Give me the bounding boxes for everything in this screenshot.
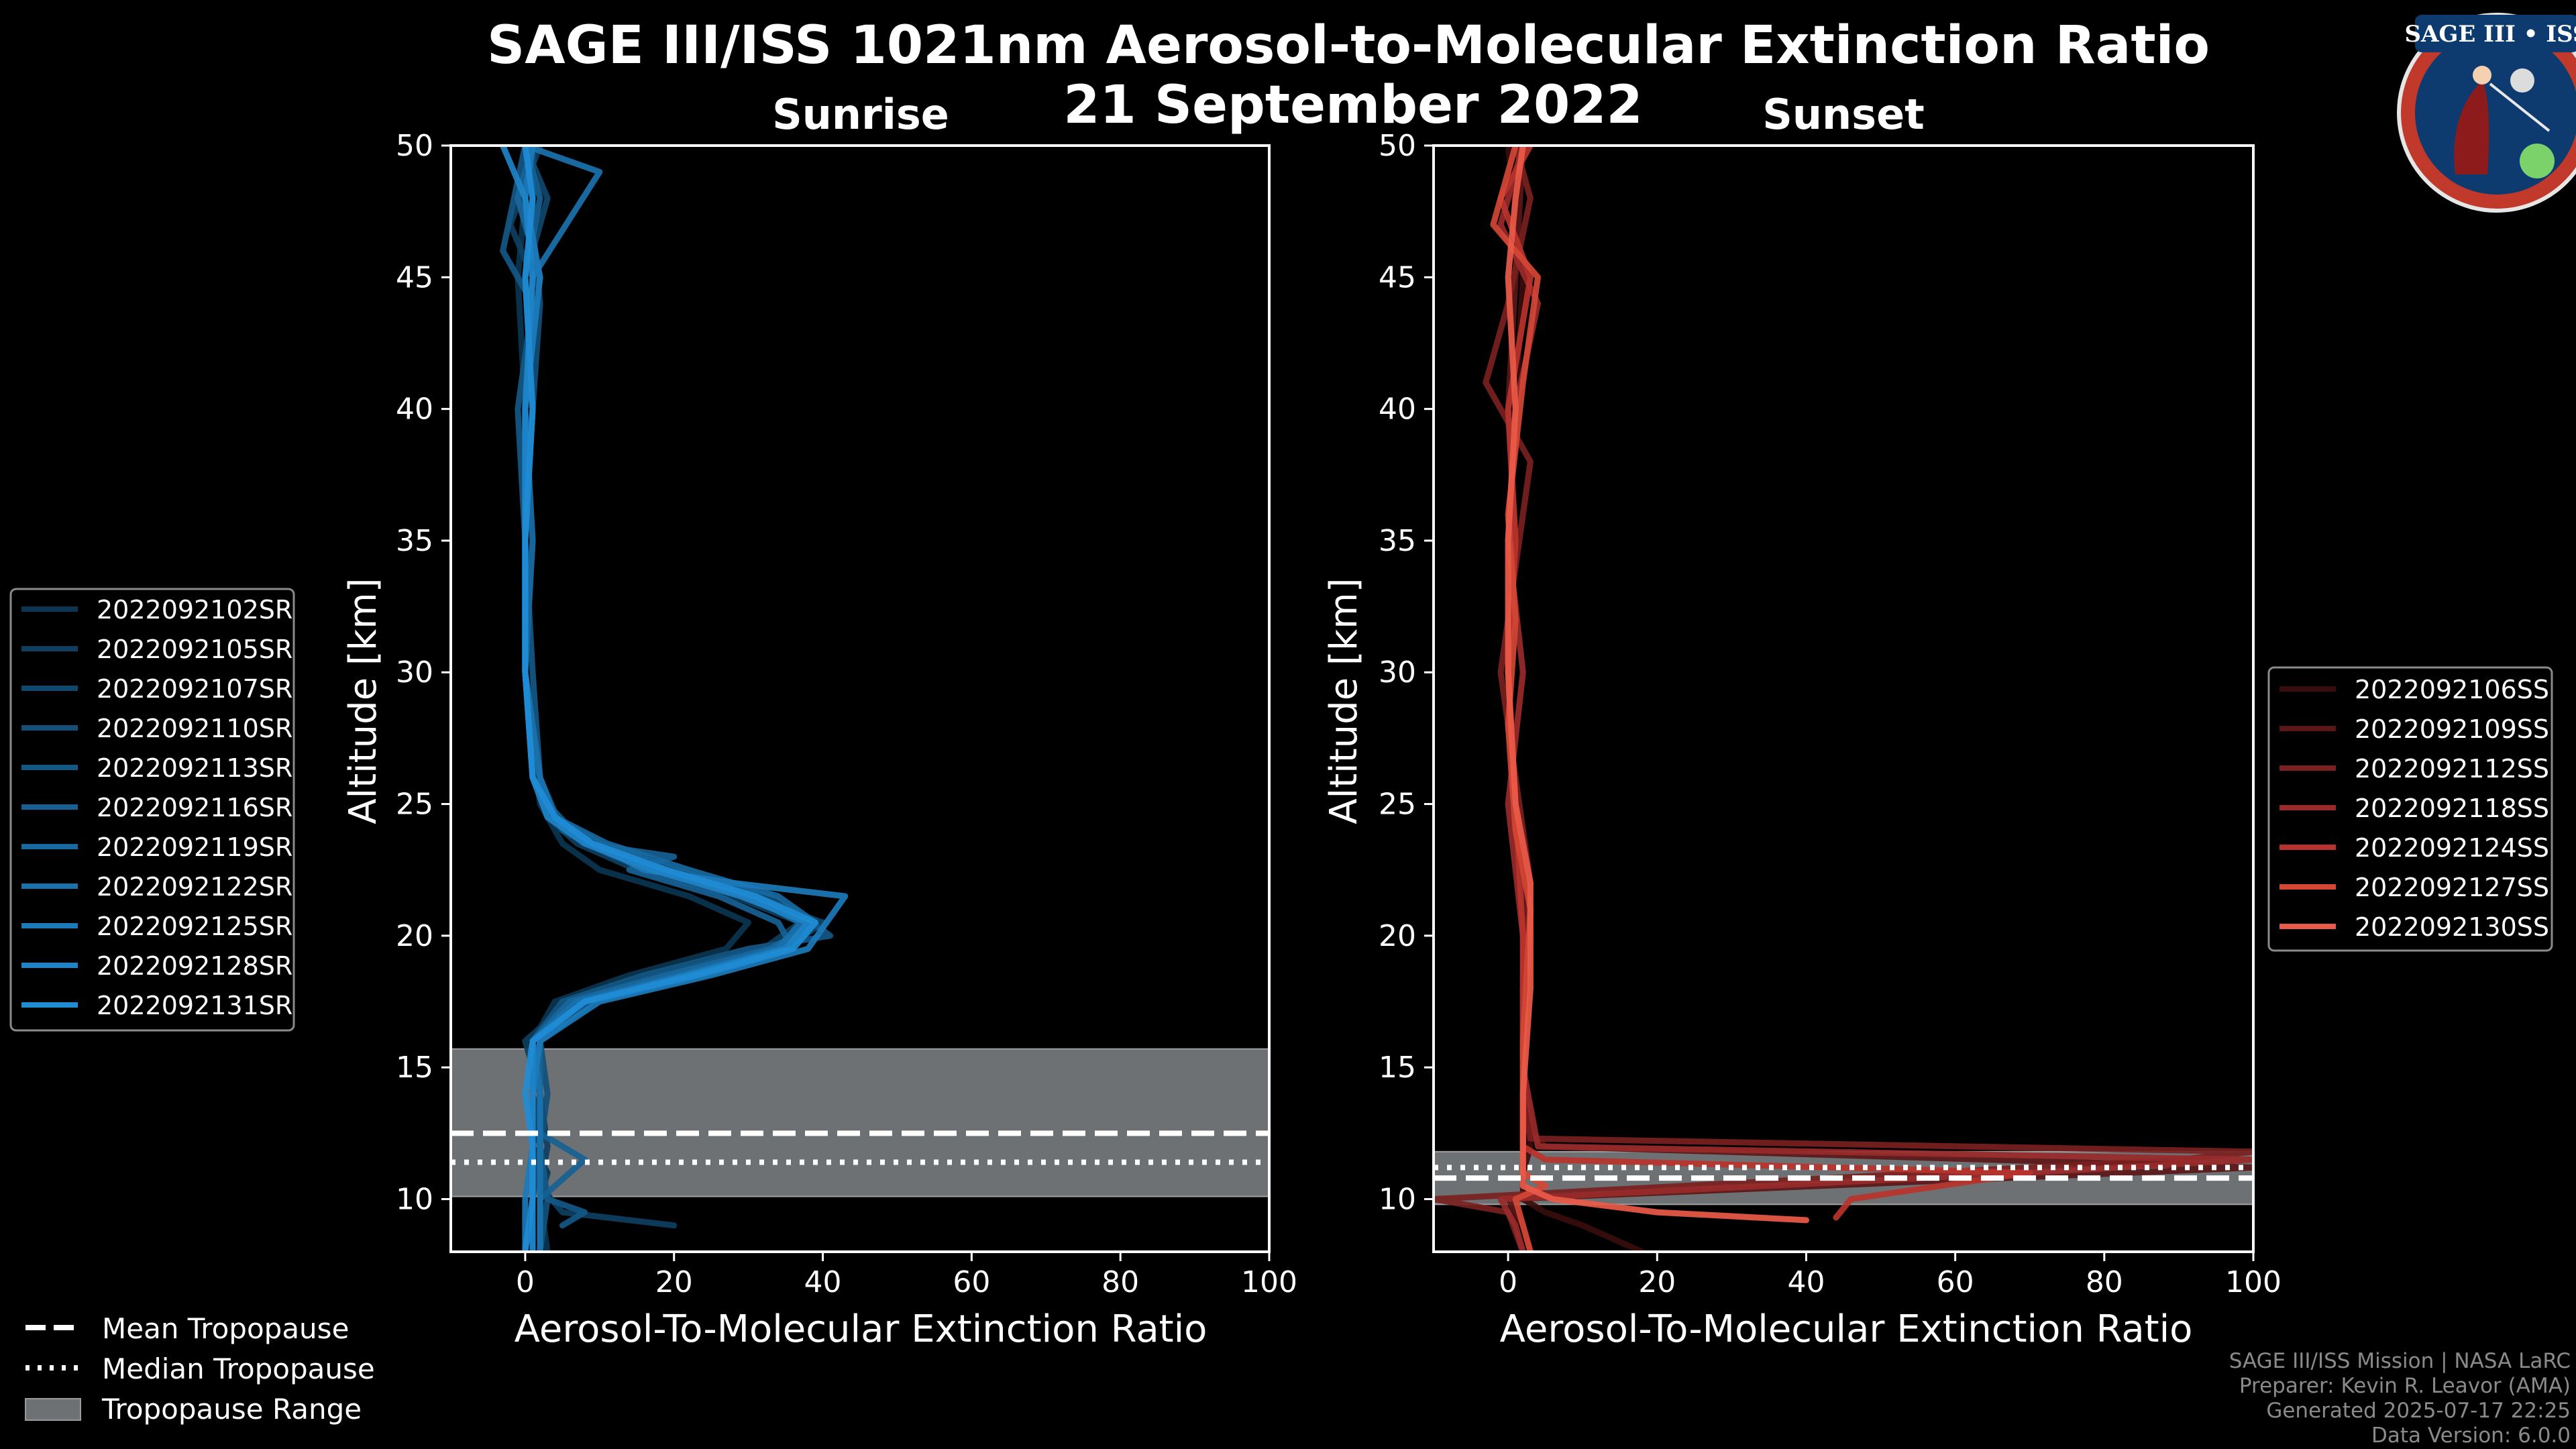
sunset-series-2022092127SS [1490,146,1549,1252]
footer-line-4: Data Version: 6.0.0 [2371,1424,2571,1448]
logo-text: SAGE III • ISS [2404,21,2576,48]
sunset-legend-label: 2022092106SS [2355,675,2549,704]
sunrise-y-tick-label: 10 [396,1182,433,1216]
legend-range-swatch [25,1398,81,1421]
sunrise-x-tick-label: 100 [1241,1265,1297,1299]
footer-line-1: SAGE III/ISS Mission | NASA LaRC [2229,1349,2571,1373]
sunrise-x-tick-label: 80 [1102,1265,1139,1299]
sunrise-tropopause-range-band [450,1048,1270,1197]
sunrise-panel-title: Sunrise [772,90,949,139]
sunset-x-tick-label: 60 [1937,1265,1974,1299]
sunset-series-2022092124SS [1497,146,2033,1221]
sunset-legend-label: 2022092124SS [2355,833,2549,863]
figure-title: SAGE III/ISS 1021nm Aerosol-to-Molecular… [487,15,2210,76]
footer-line-2: Preparer: Kevin R. Leavor (AMA) [2239,1374,2571,1398]
sunrise-y-tick-label: 30 [396,655,433,690]
sunrise-panel: Sunrise 0 20 40 60 80 100 10 15 20 25 30 35 40 45 50 A… [341,90,1297,1351]
logo-figure-robe [2454,80,2489,174]
sunrise-y-tick-label: 15 [396,1051,433,1085]
sunrise-legend-label: 2022092116SR [97,793,292,822]
sunset-legend-label: 2022092112SS [2355,754,2549,784]
sunrise-y-tick-label: 25 [396,788,433,822]
sunset-legend-label: 2022092118SS [2355,794,2549,823]
sunset-y-tick-label: 10 [1379,1182,1416,1216]
sunrise-legend-label: 2022092131SR [97,991,292,1020]
sunset-y-tick-label: 35 [1379,524,1416,558]
sunrise-legend-label: 2022092105SR [97,635,292,664]
legend-median-label: Median Tropopause [102,1352,375,1385]
sunrise-legend: 2022092102SR 2022092105SR 2022092107SR 2022… [9,588,295,1032]
sunset-y-axis-label: Altitude [km] [1322,578,1366,824]
sunset-legend-label: 2022092130SS [2355,912,2549,942]
sunrise-y-tick-label: 40 [396,392,433,427]
sunrise-series-2022092131SR [522,146,818,1252]
sunset-legend: 2022092106SS 2022092109SS 2022092112SS 2022… [2267,666,2553,952]
sunset-x-tick-label: 20 [1638,1265,1676,1299]
sunset-y-tick-label: 30 [1379,655,1416,690]
legend-mean-label: Mean Tropopause [102,1312,349,1345]
sunset-x-tick-label: 40 [1787,1265,1825,1299]
sunset-series-2022092130SS [1505,146,1809,1224]
sunrise-x-tick-label: 60 [953,1265,990,1299]
footer-credits: SAGE III/ISS Mission | NASA LaRC Prepare… [2229,1349,2571,1448]
sunset-plot-frame [1432,144,2255,1253]
footer-line-3: Generated 2025-07-17 22:25 [2266,1399,2571,1423]
sunrise-x-axis-label: Aerosol-To-Molecular Extinction Ratio [515,1307,1208,1351]
logo-beam [2489,83,2551,132]
sunset-y-tick-label: 15 [1379,1051,1416,1085]
sunset-y-tick-label: 25 [1379,788,1416,822]
sage-iii-iss-mission-logo: SAGE III • ISS [2397,13,2576,213]
sunrise-x-tick-label: 0 [516,1265,535,1299]
sunrise-legend-label: 2022092113SR [97,753,292,783]
sunrise-legend-label: 2022092107SR [97,674,292,704]
logo-moon [2510,68,2534,93]
sunrise-y-axis-label: Altitude [km] [341,578,385,824]
sunset-x-axis-label: Aerosol-To-Molecular Extinction Ratio [1500,1307,2193,1351]
figure-date: 21 September 2022 [1063,75,1643,136]
sunset-y-tick-label: 50 [1379,129,1416,163]
sunrise-legend-label: 2022092125SR [97,912,292,941]
logo-earth [2520,144,2555,178]
sunset-y-tick-label: 40 [1379,392,1416,427]
sunrise-legend-label: 2022092128SR [97,951,292,981]
tropopause-legend: Mean Tropopause Median Tropopause Tropop… [25,1312,375,1426]
sunset-legend-label: 2022092127SS [2355,873,2549,902]
sunrise-legend-label: 2022092119SR [97,833,292,862]
sunset-panel-title: Sunset [1762,90,1925,139]
sunrise-y-tick-label: 45 [396,260,433,294]
sunrise-y-tick-label: 35 [396,524,433,558]
sunrise-legend-label: 2022092110SR [97,714,292,743]
logo-figure-head [2473,66,2491,85]
sunrise-plot-frame [449,144,1271,1253]
sunrise-legend-box [9,588,295,1032]
sunrise-legend-label: 2022092122SR [97,872,292,902]
logo-banner [2415,15,2576,52]
sunset-x-tick-label: 0 [1499,1265,1517,1299]
sunset-panel: Sunset 0 20 40 60 80 100 10 15 20 25 30 35 40 45 50 Ae… [1322,90,2282,1351]
sunrise-x-tick-label: 40 [804,1265,842,1299]
legend-range-label: Tropopause Range [101,1393,362,1426]
sunset-x-tick-label: 100 [2225,1265,2282,1299]
sunset-legend-box [2267,666,2553,952]
sunset-y-tick-label: 20 [1379,919,1416,953]
sunrise-y-tick-label: 20 [396,919,433,953]
sunrise-series-2022092128SR [500,146,811,1252]
sunset-legend-label: 2022092109SS [2355,714,2549,744]
sunrise-legend-label: 2022092102SR [97,595,292,625]
sunrise-y-tick-label: 50 [396,129,433,163]
sunrise-x-tick-label: 20 [655,1265,693,1299]
sunset-y-tick-label: 45 [1379,260,1416,294]
sunset-x-tick-label: 80 [2086,1265,2123,1299]
